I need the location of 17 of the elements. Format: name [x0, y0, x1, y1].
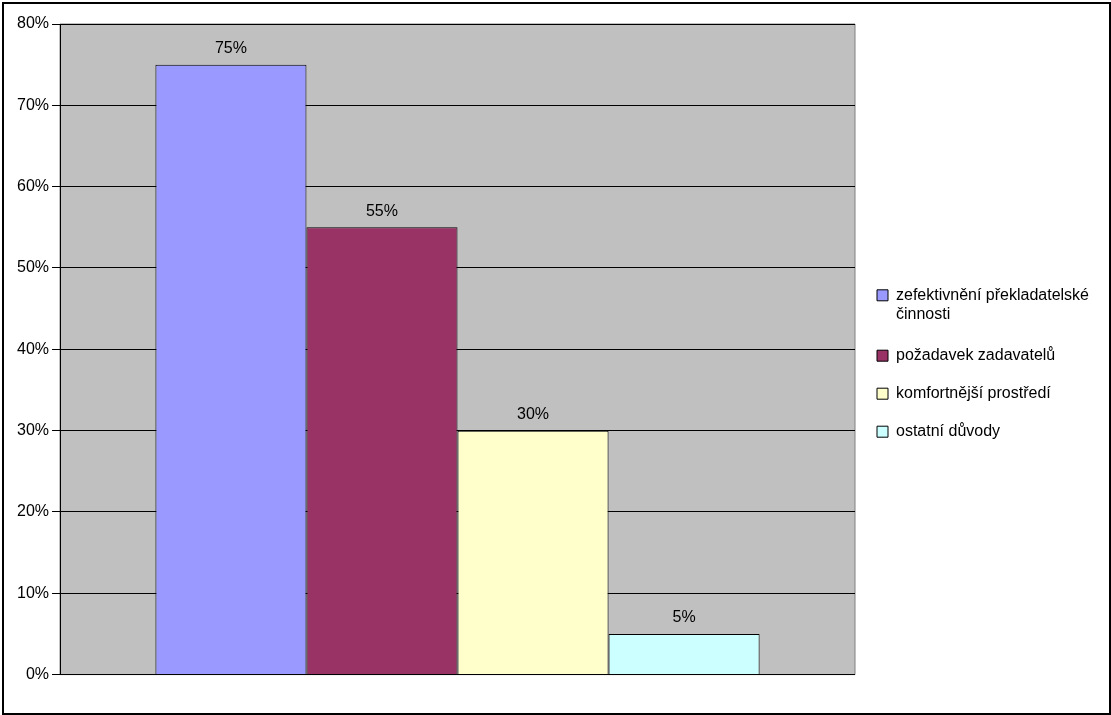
y-tick-label: 30%	[16, 421, 50, 439]
data-label: 30%	[517, 405, 550, 423]
y-tick-label: 0%	[25, 665, 50, 683]
legend-label: komfortnější prostředí	[896, 384, 1052, 402]
legend-label: zefektivnění překladatelské činnosti	[896, 285, 1090, 322]
data-label: 75%	[214, 39, 247, 57]
y-tick-label: 10%	[16, 583, 50, 601]
data-label: 55%	[365, 201, 398, 219]
y-tick-label: 60%	[16, 177, 50, 195]
legend-label: požadavek zadavatelů	[896, 346, 1056, 364]
y-tick-label: 50%	[16, 258, 50, 276]
y-tick-label: 70%	[16, 95, 50, 113]
legend-label: ostatní důvody	[896, 422, 1001, 440]
y-tick-label: 80%	[16, 14, 50, 32]
y-tick-label: 40%	[16, 339, 50, 357]
y-tick-label: 20%	[16, 502, 50, 520]
data-label: 5%	[672, 608, 696, 626]
